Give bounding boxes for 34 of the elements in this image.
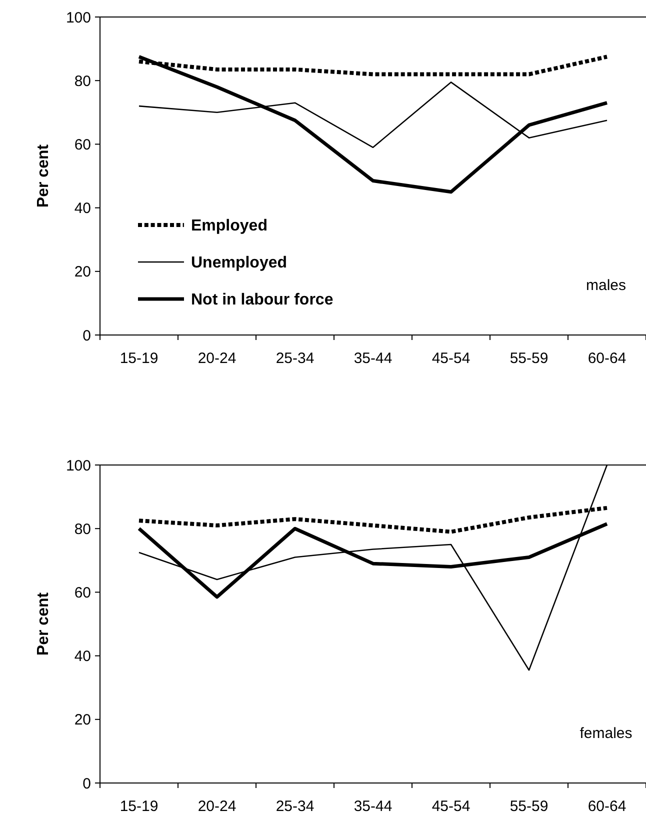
x-tick-label: 60-64 bbox=[588, 350, 626, 367]
legend-label: Unemployed bbox=[191, 254, 288, 272]
y-tick-label: 100 bbox=[66, 9, 91, 26]
y-tick-label: 40 bbox=[74, 200, 91, 218]
x-tick-label: 20-24 bbox=[198, 798, 236, 815]
line-series bbox=[137, 55, 609, 194]
annotation: females bbox=[580, 725, 632, 742]
y-tick-label: 40 bbox=[74, 648, 91, 666]
x-tick-label: 55-59 bbox=[510, 350, 548, 367]
y-tick-label: 0 bbox=[82, 327, 91, 344]
x-tick-label: 20-24 bbox=[198, 350, 236, 367]
x-tick-label: 45-54 bbox=[432, 798, 470, 815]
y-tick-label: 20 bbox=[74, 712, 91, 729]
x-tick-label: 25-34 bbox=[276, 798, 314, 815]
x-tick-label: 60-64 bbox=[588, 798, 626, 815]
y-tick-label: 20 bbox=[74, 264, 91, 281]
x-tick-label: 35-44 bbox=[354, 350, 392, 367]
x-tick-label: 15-19 bbox=[120, 350, 158, 367]
legend-label: Employed bbox=[191, 218, 268, 235]
y-tick-label: 60 bbox=[74, 136, 91, 154]
y-tick-label: 80 bbox=[74, 520, 91, 538]
y-tick-label: 80 bbox=[74, 72, 91, 90]
x-tick-label: 25-34 bbox=[276, 350, 314, 367]
x-tick-label: 35-44 bbox=[354, 798, 392, 815]
legend-label: Not in labour force bbox=[191, 292, 334, 309]
y-tick-label: 100 bbox=[66, 457, 91, 474]
y-tick-label: 0 bbox=[82, 775, 91, 792]
y-tick-label: 60 bbox=[74, 584, 91, 602]
x-tick-label: 45-54 bbox=[432, 350, 470, 367]
annotation: males bbox=[586, 277, 626, 294]
y-axis-title: Per cent bbox=[35, 144, 52, 208]
x-tick-label: 15-19 bbox=[120, 798, 158, 815]
y-axis-title: Per cent bbox=[35, 592, 52, 656]
x-tick-label: 55-59 bbox=[510, 798, 548, 815]
